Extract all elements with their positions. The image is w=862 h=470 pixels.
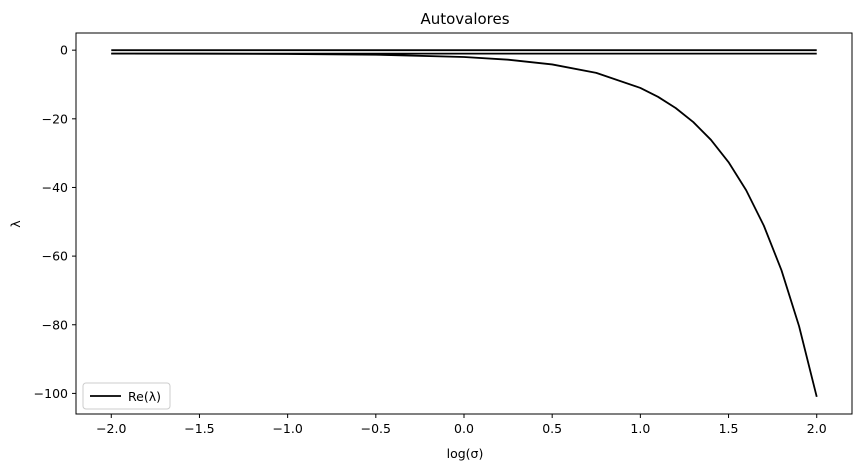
y-tick-label: −60 — [42, 249, 68, 264]
series-layer — [111, 49, 818, 398]
x-tick-label: −1.0 — [272, 421, 302, 436]
legend: Re(λ) — [82, 382, 171, 410]
x-tick-label: 0.5 — [542, 421, 562, 436]
x-tick-label: −0.5 — [361, 421, 391, 436]
y-tick-label: 0 — [60, 43, 68, 58]
x-tick-label: 0.0 — [454, 421, 474, 436]
chart-title: Autovalores — [420, 10, 509, 28]
y-tick-label: −100 — [34, 386, 68, 401]
x-tick-label: 1.0 — [630, 421, 650, 436]
y-tick-label: −40 — [42, 180, 68, 195]
plot-area-frame — [75, 32, 853, 415]
x-tick-label: −2.0 — [96, 421, 126, 436]
series-line-3 — [111, 52, 818, 398]
x-axis-label: log(σ) — [447, 446, 484, 461]
x-tick-label: −1.5 — [184, 421, 214, 436]
y-tick-label: −80 — [42, 317, 68, 332]
x-tick-label: 2.0 — [807, 421, 827, 436]
legend-box — [82, 382, 171, 410]
legend-label: Re(λ) — [128, 389, 161, 404]
y-axis-label: λ — [8, 220, 23, 228]
y-axis-ticks: 0 −20 −40 −60 −80 −100 — [34, 43, 76, 401]
y-tick-label: −20 — [42, 111, 68, 126]
x-tick-label: 1.5 — [719, 421, 739, 436]
x-axis-ticks: −2.0 −1.5 −1.0 −0.5 0.0 0.5 1.0 1.5 2.0 — [96, 414, 827, 436]
